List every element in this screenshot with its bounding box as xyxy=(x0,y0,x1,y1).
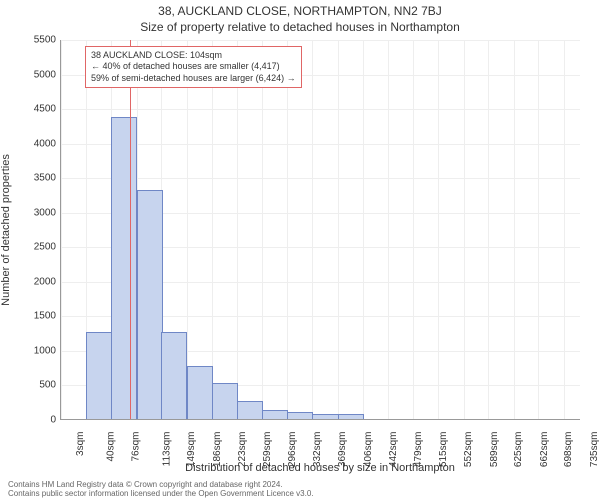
y-tick-label: 4000 xyxy=(6,138,56,149)
y-tick-label: 3500 xyxy=(6,173,56,184)
caption-line: Contains public sector information licen… xyxy=(8,489,314,498)
gridline-v xyxy=(438,40,439,419)
gridline-v xyxy=(388,40,389,419)
x-tick-label: 186sqm xyxy=(212,432,223,468)
x-tick-label: 442sqm xyxy=(388,432,399,468)
annotation-line: 59% of semi-detached houses are larger (… xyxy=(91,73,296,84)
gridline-v xyxy=(312,40,313,419)
histogram-bar xyxy=(312,414,338,419)
x-tick-label: 369sqm xyxy=(337,432,348,468)
plot-area: 38 AUCKLAND CLOSE: 104sqm ← 40% of detac… xyxy=(60,40,580,420)
y-tick-label: 2500 xyxy=(6,242,56,253)
histogram-bar xyxy=(262,410,288,419)
chart-container: 38, AUCKLAND CLOSE, NORTHAMPTON, NN2 7BJ… xyxy=(0,0,600,500)
histogram-bar xyxy=(212,383,238,419)
histogram-bar xyxy=(338,414,364,419)
y-tick-label: 5000 xyxy=(6,69,56,80)
x-tick-label: 515sqm xyxy=(438,432,449,468)
caption-line: Contains HM Land Registry data © Crown c… xyxy=(8,480,314,489)
title-line-1: 38, AUCKLAND CLOSE, NORTHAMPTON, NN2 7BJ xyxy=(0,4,600,18)
annotation-line: ← 40% of detached houses are smaller (4,… xyxy=(91,61,296,72)
x-tick-label: 76sqm xyxy=(131,432,142,462)
property-marker-line xyxy=(130,40,131,419)
caption: Contains HM Land Registry data © Crown c… xyxy=(8,480,314,498)
gridline-v xyxy=(564,40,565,419)
gridline-v xyxy=(262,40,263,419)
y-tick-label: 4500 xyxy=(6,104,56,115)
gridline-v xyxy=(61,40,62,419)
x-tick-label: 3sqm xyxy=(75,432,86,456)
x-tick-label: 552sqm xyxy=(463,432,474,468)
gridline-v xyxy=(413,40,414,419)
x-tick-label: 40sqm xyxy=(106,432,117,462)
x-tick-label: 296sqm xyxy=(287,432,298,468)
x-tick-label: 479sqm xyxy=(413,432,424,468)
gridline-v xyxy=(287,40,288,419)
annotation-box: 38 AUCKLAND CLOSE: 104sqm ← 40% of detac… xyxy=(85,46,302,88)
gridline-v xyxy=(464,40,465,419)
x-tick-label: 223sqm xyxy=(237,432,248,468)
gridline-h xyxy=(61,144,580,145)
histogram-bar xyxy=(111,117,137,419)
y-tick-label: 1500 xyxy=(6,311,56,322)
histogram-bar xyxy=(137,190,163,419)
gridline-v xyxy=(538,40,539,419)
gridline-v xyxy=(212,40,213,419)
x-tick-label: 625sqm xyxy=(513,432,524,468)
y-tick-label: 2000 xyxy=(6,276,56,287)
annotation-line: 38 AUCKLAND CLOSE: 104sqm xyxy=(91,50,296,61)
gridline-h xyxy=(61,109,580,110)
gridline-v xyxy=(237,40,238,419)
y-tick-label: 5500 xyxy=(6,35,56,46)
histogram-bar xyxy=(187,366,213,419)
x-tick-label: 149sqm xyxy=(186,432,197,468)
x-tick-label: 698sqm xyxy=(563,432,574,468)
histogram-bar xyxy=(237,401,263,419)
x-tick-label: 735sqm xyxy=(589,432,600,468)
gridline-h xyxy=(61,178,580,179)
gridline-v xyxy=(363,40,364,419)
histogram-bar xyxy=(161,332,187,419)
x-tick-label: 406sqm xyxy=(363,432,374,468)
y-tick-label: 3000 xyxy=(6,207,56,218)
gridline-v xyxy=(338,40,339,419)
x-tick-label: 113sqm xyxy=(161,432,172,467)
x-tick-label: 259sqm xyxy=(262,432,273,468)
x-tick-label: 332sqm xyxy=(312,432,323,468)
x-tick-label: 662sqm xyxy=(539,432,550,468)
histogram-bar xyxy=(287,412,313,419)
y-tick-label: 500 xyxy=(6,380,56,391)
x-tick-label: 589sqm xyxy=(489,432,500,468)
gridline-h xyxy=(61,40,580,41)
histogram-bar xyxy=(86,332,112,419)
y-tick-label: 0 xyxy=(6,415,56,426)
gridline-v xyxy=(514,40,515,419)
gridline-v xyxy=(488,40,489,419)
y-tick-label: 1000 xyxy=(6,345,56,356)
title-line-2: Size of property relative to detached ho… xyxy=(0,20,600,34)
